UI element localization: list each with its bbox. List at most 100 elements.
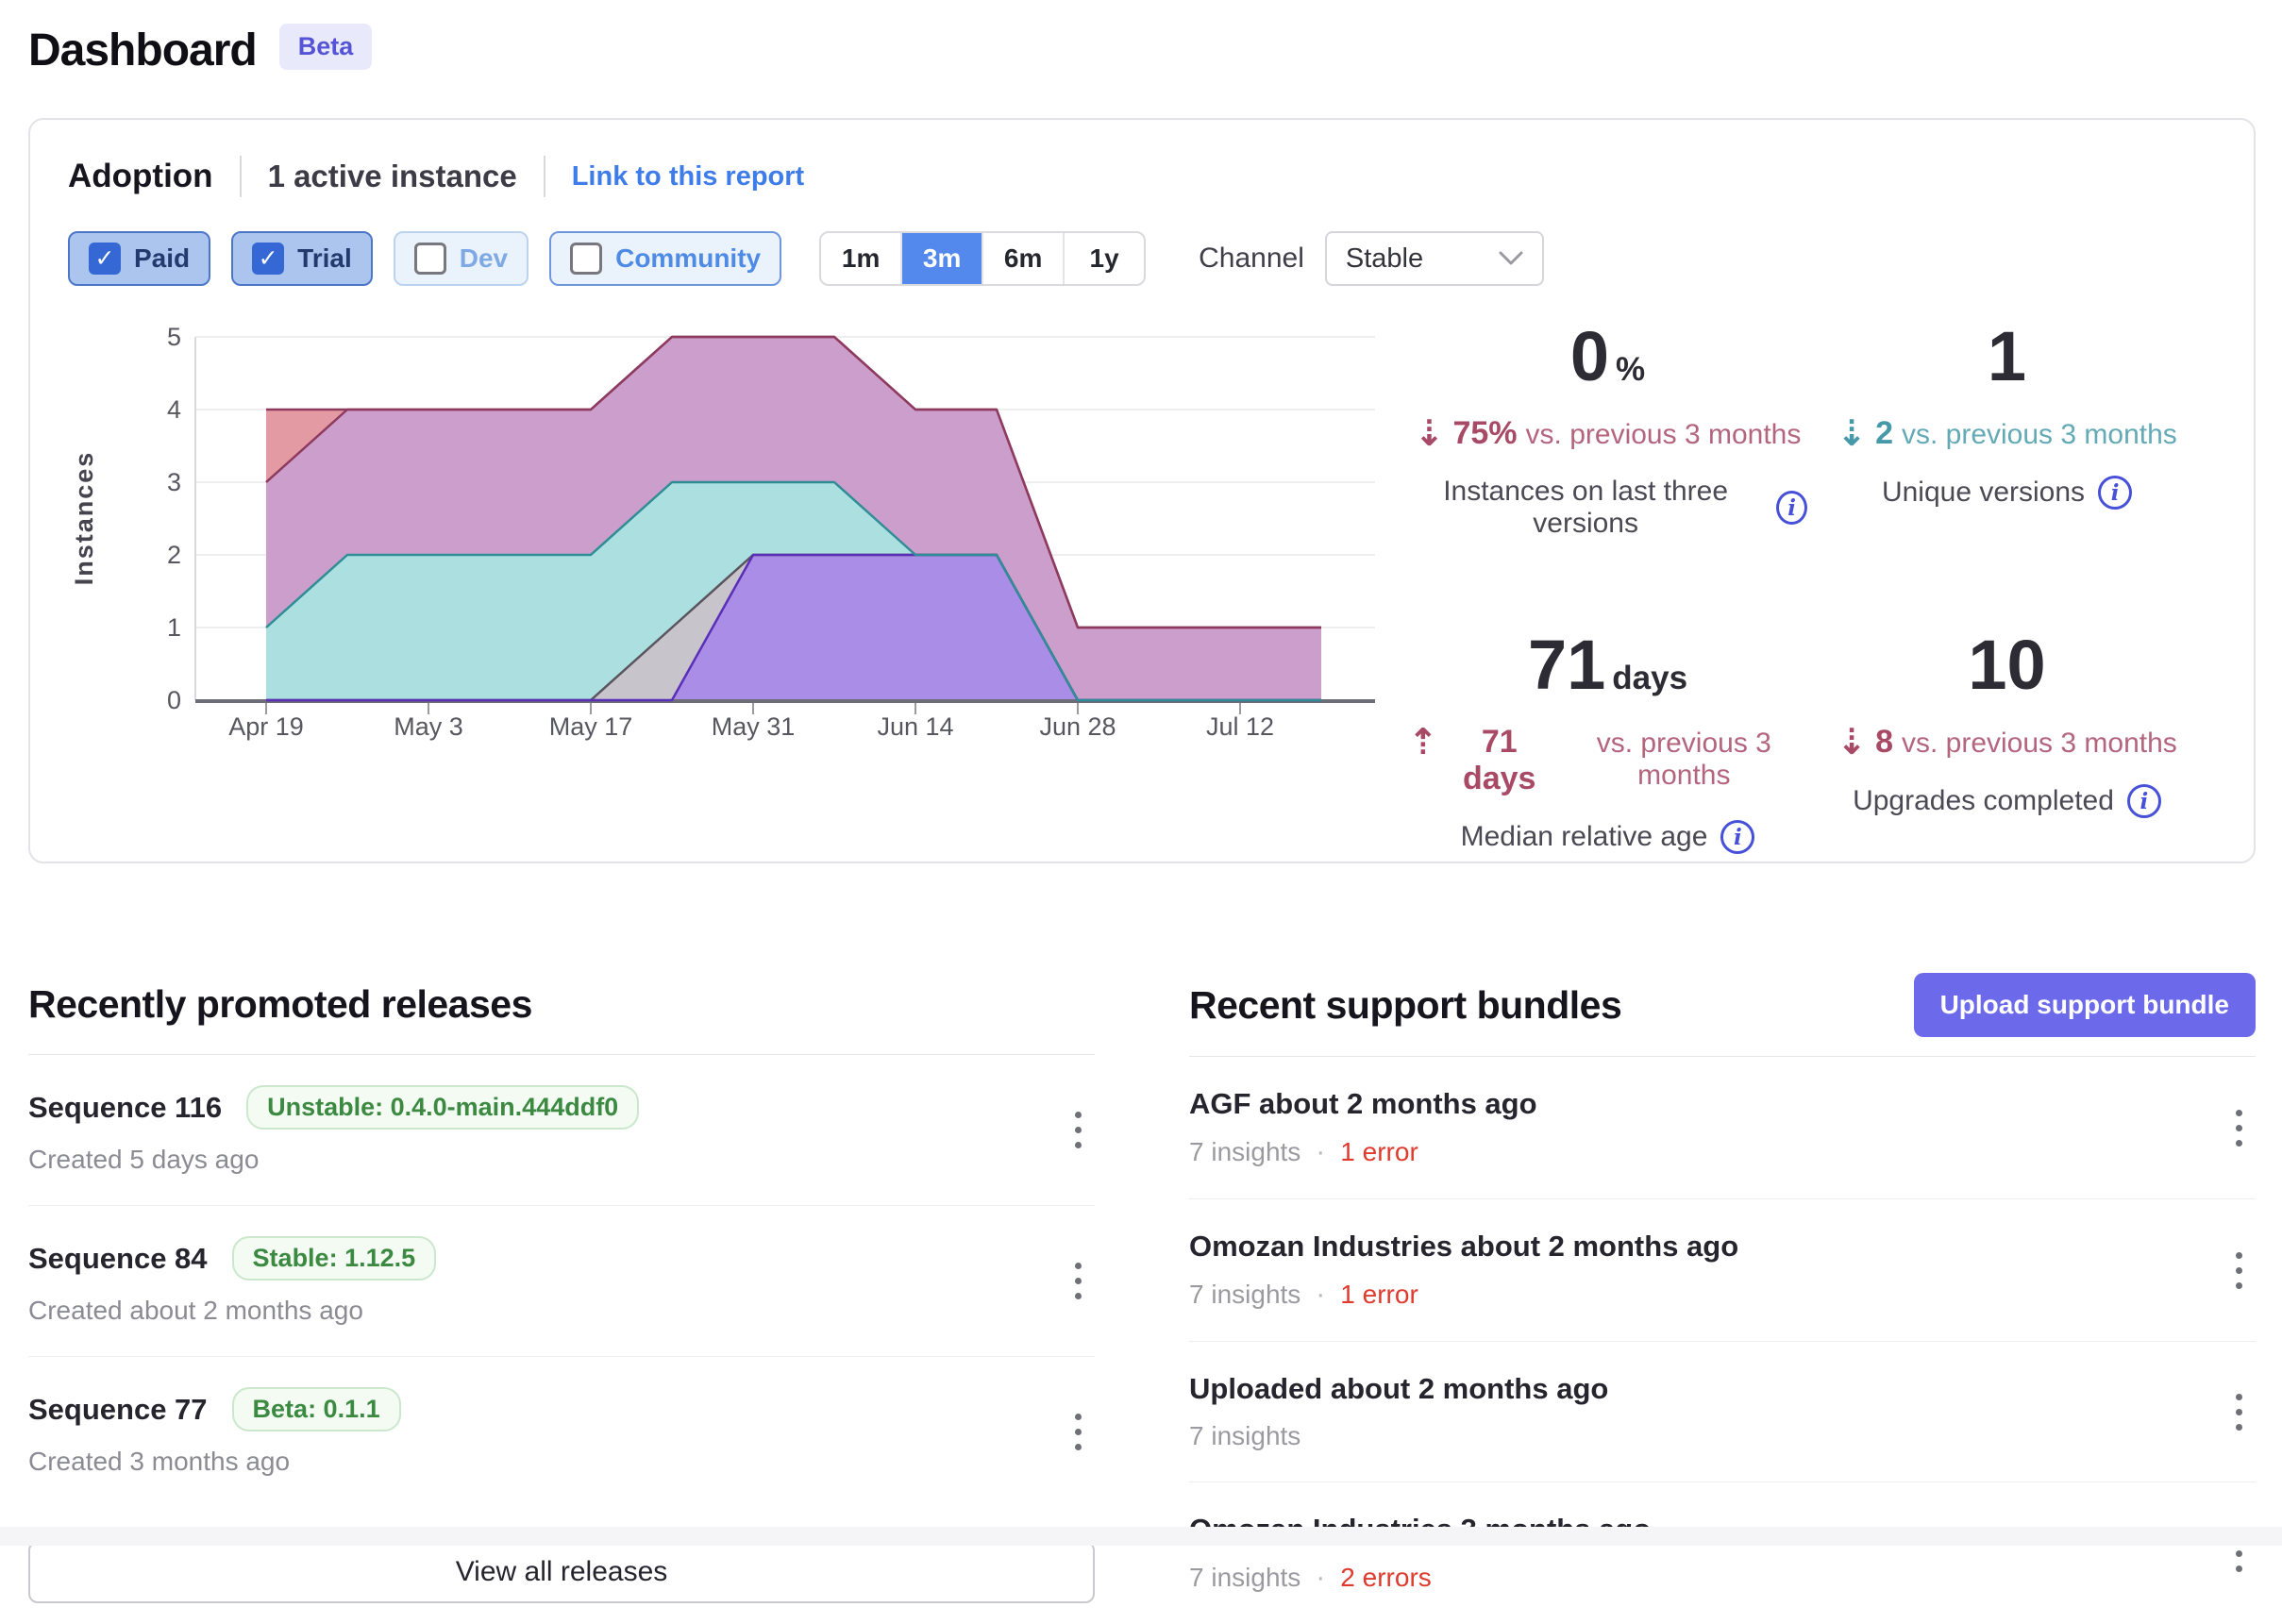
divider <box>239 156 242 197</box>
bundle-meta: 7 insights · 1 error <box>1189 1279 1738 1311</box>
filter-dev[interactable]: Dev <box>393 231 529 286</box>
kebab-menu-icon[interactable] <box>1062 1102 1095 1158</box>
support-bundle-item[interactable]: AGF about 2 months ago 7 insights · 1 error <box>1189 1057 2256 1199</box>
stat-delta-value: 8 <box>1875 724 1893 760</box>
stat-value: 71 days <box>1408 630 1807 700</box>
channel-label: Channel <box>1199 243 1304 274</box>
stat-delta-suffix: vs. previous 3 months <box>1901 419 2177 450</box>
kebab-menu-icon[interactable] <box>2223 1384 2256 1440</box>
arrow-up-icon: ⇡ <box>1408 723 1438 762</box>
adoption-chart: Apr 19 May 3 May 17 May 31 Jun 14 Jun 28 Jul 1… <box>68 299 1389 757</box>
time-range-control: 1m 3m 6m 1y <box>819 231 1147 286</box>
filter-trial[interactable]: ✓ Trial <box>231 231 373 286</box>
license-filters: ✓ Paid ✓ Trial Dev Community <box>68 231 782 286</box>
filter-label: Dev <box>459 243 509 273</box>
info-icon[interactable]: i <box>1720 820 1755 854</box>
range-3m[interactable]: 3m <box>900 233 982 284</box>
release-item-main: Sequence 77 Beta: 0.1.1 Created 3 months a… <box>28 1387 401 1477</box>
bundles-heading: Recent support bundles <box>1189 982 1622 1027</box>
page-background-strip <box>0 1527 2282 1546</box>
kebab-menu-icon[interactable] <box>1062 1404 1095 1460</box>
release-item[interactable]: Sequence 116 Unstable: 0.4.0-main.444ddf0… <box>28 1055 1095 1206</box>
checkbox-checked-icon[interactable]: ✓ <box>89 243 121 275</box>
stat-delta-suffix: vs. previous 3 months <box>1596 728 1771 791</box>
filter-paid[interactable]: ✓ Paid <box>68 231 211 286</box>
releases-header: Recently promoted releases <box>28 973 1095 1035</box>
line-version-teal <box>265 480 1321 702</box>
bundle-insights: 7 insights <box>1189 1563 1301 1592</box>
checkbox-unchecked-icon[interactable] <box>570 243 603 275</box>
bundle-errors: 2 errors <box>1340 1563 1432 1592</box>
stat-card-2: 71 days ⇡ 71 days vs. previous 3 months Media… <box>1408 630 1807 854</box>
area-version-mauve <box>266 337 1321 700</box>
adoption-stats: 0% ⇣ 75% vs. previous 3 months Instances on … <box>1389 299 2216 854</box>
svg-text:Jun 28: Jun 28 <box>1039 712 1116 741</box>
kebab-menu-icon[interactable] <box>2223 1100 2256 1156</box>
bundle-item-main: Uploaded about 2 months ago 7 insights <box>1189 1372 1608 1451</box>
stat-unit: days <box>1612 660 1688 696</box>
range-1y[interactable]: 1y <box>1063 233 1144 284</box>
release-title-row: Sequence 77 Beta: 0.1.1 <box>28 1387 401 1431</box>
range-6m[interactable]: 6m <box>982 233 1063 284</box>
bundle-insights: 7 insights <box>1189 1280 1301 1309</box>
stat-card-3: 10 ⇣ 8 vs. previous 3 months Upgrades comple… <box>1807 630 2206 854</box>
checkbox-checked-icon[interactable]: ✓ <box>252 243 285 275</box>
kebab-menu-icon[interactable] <box>1062 1253 1095 1309</box>
svg-text:0: 0 <box>167 686 181 714</box>
release-title-row: Sequence 116 Unstable: 0.4.0-main.444ddf0 <box>28 1085 640 1130</box>
link-to-report[interactable]: Link to this report <box>571 160 805 192</box>
arrow-down-icon: ⇣ <box>1837 414 1868 454</box>
adoption-chart-svg: Apr 19 May 3 May 17 May 31 Jun 14 Jun 28 Jul 1… <box>70 323 1375 741</box>
release-created: Created 3 months ago <box>28 1447 291 1476</box>
bundle-title: Uploaded about 2 months ago <box>1189 1372 1609 1405</box>
release-item[interactable]: Sequence 77 Beta: 0.1.1 Created 3 months a… <box>28 1357 1095 1507</box>
stat-label: Instances on last three versions <box>1443 476 1729 539</box>
info-icon[interactable]: i <box>1776 491 1807 525</box>
y-axis-title: Instances <box>70 451 98 586</box>
checkbox-unchecked-icon[interactable] <box>413 243 446 275</box>
kebab-menu-icon[interactable] <box>2223 1243 2256 1298</box>
release-item[interactable]: Sequence 84 Stable: 1.12.5 Created about 2… <box>28 1206 1095 1357</box>
stat-value: 1 <box>1807 322 2206 392</box>
stat-label-row: Instances on last three versions i <box>1408 476 1807 540</box>
releases-list: Sequence 116 Unstable: 0.4.0-main.444ddf0… <box>28 1055 1095 1507</box>
stat-label-row: Unique versions i <box>1807 476 2206 510</box>
stat-delta-suffix: vs. previous 3 months <box>1901 728 2177 759</box>
stat-label: Median relative age <box>1460 821 1708 852</box>
svg-text:May 17: May 17 <box>549 712 633 741</box>
info-icon[interactable]: i <box>2126 784 2161 818</box>
info-icon[interactable]: i <box>2098 476 2133 510</box>
svg-text:Jul 12: Jul 12 <box>1206 712 1274 741</box>
bundle-errors: 1 error <box>1340 1280 1418 1309</box>
support-bundle-item[interactable]: Omozan Industries about 2 months ago 7 in… <box>1189 1199 2256 1342</box>
divider <box>28 1054 1095 1055</box>
adoption-card: Adoption 1 active instance Link to this … <box>28 118 2256 863</box>
view-all-releases-button[interactable]: View all releases <box>28 1541 1095 1603</box>
releases-heading: Recently promoted releases <box>28 981 532 1026</box>
bundle-meta: 7 insights <box>1189 1421 1608 1451</box>
upload-support-bundle-button[interactable]: Upload support bundle <box>1913 973 2256 1037</box>
active-instance-count: 1 active instance <box>267 159 517 193</box>
stat-number: 0 <box>1569 317 1610 395</box>
svg-text:2: 2 <box>167 541 181 569</box>
stat-label: Upgrades completed <box>1853 785 2114 816</box>
stat-number: 71 <box>1527 626 1606 704</box>
filter-community[interactable]: Community <box>549 231 782 286</box>
stat-label-row: Median relative age i <box>1408 820 1807 854</box>
channel-select[interactable]: Stable <box>1324 231 1544 286</box>
support-bundle-item[interactable]: Uploaded about 2 months ago 7 insights <box>1189 1342 2256 1482</box>
svg-text:3: 3 <box>167 468 181 496</box>
stat-unit: % <box>1616 351 1646 388</box>
release-title: Sequence 116 <box>28 1090 223 1124</box>
release-item-main: Sequence 116 Unstable: 0.4.0-main.444ddf0… <box>28 1085 640 1175</box>
stat-label: Unique versions <box>1881 477 2086 508</box>
svg-text:Apr 19: Apr 19 <box>228 712 304 741</box>
range-1m[interactable]: 1m <box>841 243 881 273</box>
svg-text:May 3: May 3 <box>394 712 463 741</box>
divider <box>543 156 545 197</box>
divider <box>1189 1056 2256 1057</box>
stat-delta-suffix: vs. previous 3 months <box>1525 419 1802 450</box>
release-title: Sequence 84 <box>28 1241 208 1275</box>
release-title: Sequence 77 <box>28 1392 208 1426</box>
